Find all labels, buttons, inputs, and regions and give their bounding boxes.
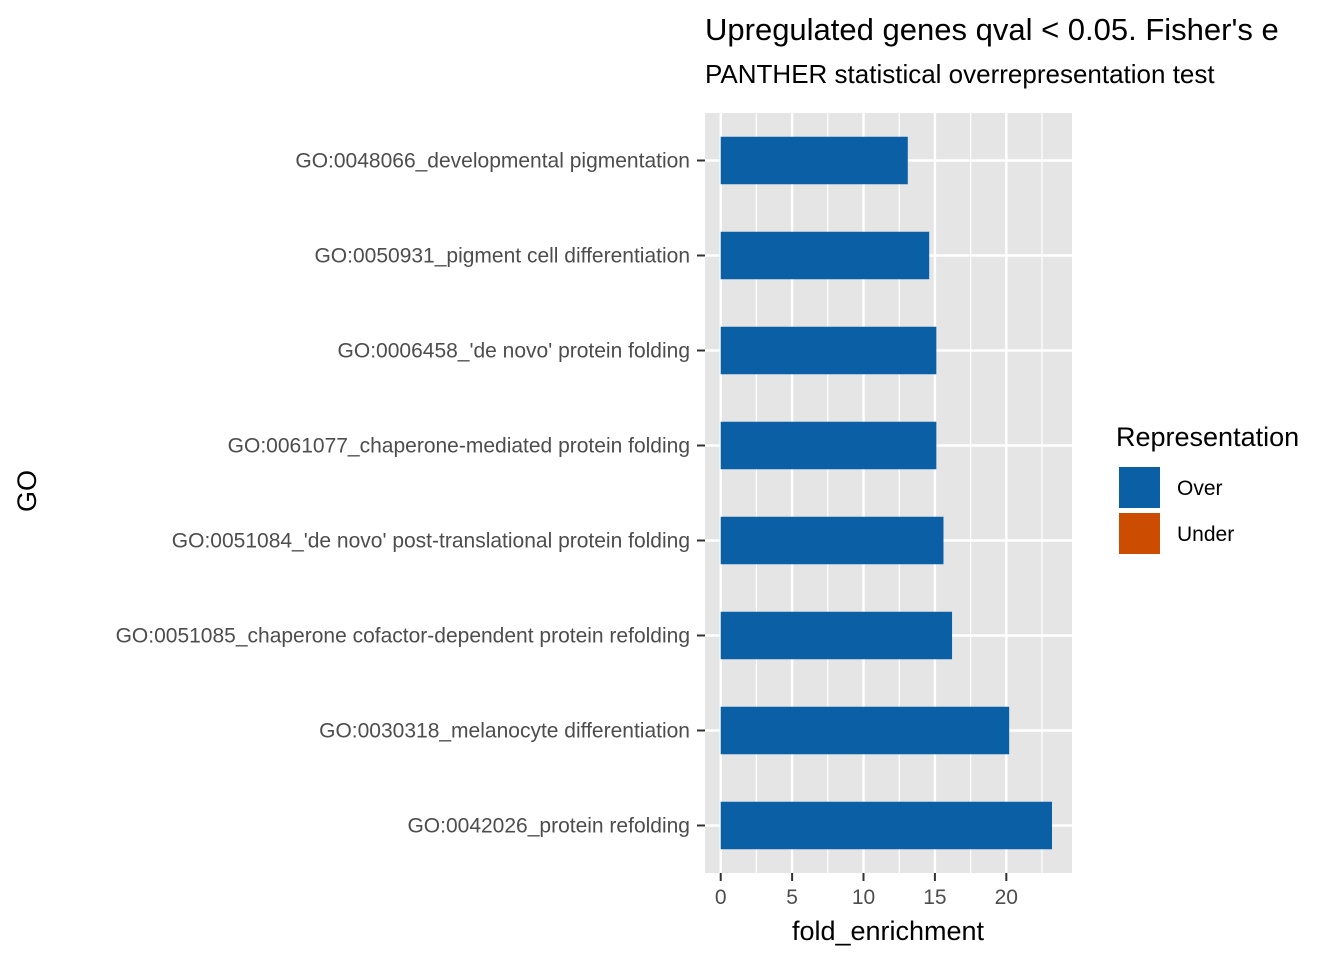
bars <box>720 136 1053 850</box>
bar <box>720 231 930 280</box>
legend-key <box>1117 511 1162 556</box>
plot-panel <box>705 113 1072 873</box>
x-tick-label: 20 <box>995 886 1018 909</box>
y-axis-title: GO <box>12 470 42 512</box>
legend-title: Representation <box>1116 422 1299 452</box>
legend-label: Under <box>1177 523 1234 546</box>
legend-label: Over <box>1177 477 1223 500</box>
y-tick-label: GO:0051084_'de novo' post-translational … <box>172 530 690 553</box>
y-tick-label: GO:0050931_pigment cell differentiation <box>314 245 690 268</box>
bar <box>720 611 953 660</box>
y-tick-label: GO:0061077_chaperone-mediated protein fo… <box>228 435 690 458</box>
x-tick-label: 5 <box>786 886 798 909</box>
x-tick-label: 15 <box>923 886 946 909</box>
bar <box>720 801 1053 850</box>
bar <box>720 326 937 375</box>
y-tick-label: GO:0030318_melanocyte differentiation <box>319 720 690 743</box>
chart-title: Upregulated genes qval < 0.05. Fisher's … <box>705 12 1279 47</box>
legend-key <box>1117 465 1162 510</box>
y-tick-label: GO:0042026_protein refolding <box>407 815 690 838</box>
bar <box>720 136 908 185</box>
chart-subtitle: PANTHER statistical overrepresentation t… <box>705 59 1215 89</box>
x-tick-label: 0 <box>715 886 727 909</box>
bar <box>720 516 944 565</box>
x-tick-label: 10 <box>852 886 875 909</box>
x-axis-title: fold_enrichment <box>792 916 985 946</box>
legend: Representation Over Under <box>1116 422 1299 556</box>
y-tick-label: GO:0051085_chaperone cofactor-dependent … <box>116 625 690 648</box>
y-tick-label: GO:0006458_'de novo' protein folding <box>338 340 690 363</box>
x-axis: 0 5 10 15 20 <box>715 873 1018 909</box>
y-axis: GO:0048066_developmental pigmentation GO:… <box>116 150 705 838</box>
bar <box>720 421 937 470</box>
y-tick-label: GO:0048066_developmental pigmentation <box>295 150 690 173</box>
bar <box>720 706 1010 755</box>
